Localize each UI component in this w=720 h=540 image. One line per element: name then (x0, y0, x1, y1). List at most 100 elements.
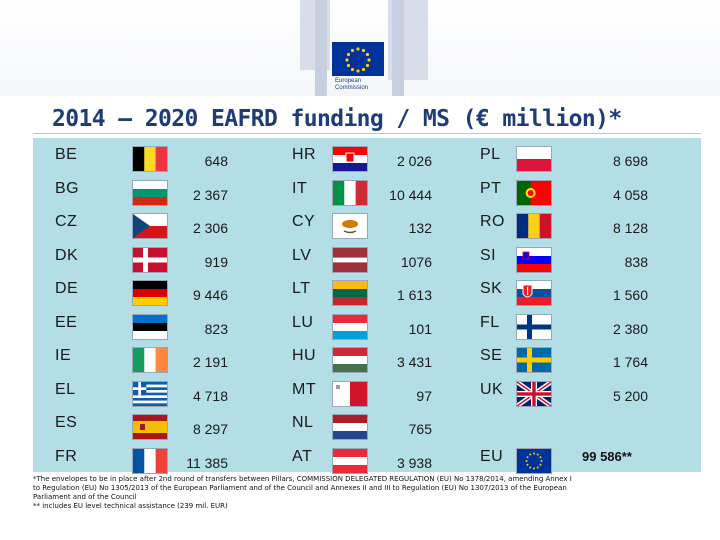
country-code: HU (292, 347, 317, 364)
country-code: MT (292, 380, 317, 398)
header-banner (0, 0, 720, 96)
building-graphic (392, 0, 404, 96)
funding-value: 10 444 (389, 186, 432, 203)
flag-bg-icon (132, 179, 168, 206)
country-code: DE (55, 280, 79, 297)
footnote-line: ** includes EU level technical assistanc… (33, 502, 228, 510)
flag-sk-icon (516, 280, 552, 306)
country-code: RO (480, 213, 505, 230)
page-title: 2014 – 2020 EAFRD funding / MS (€ millio… (52, 106, 622, 132)
flag-cy-icon (332, 213, 368, 239)
logo-line: European (335, 78, 362, 84)
country-code: UK (480, 380, 504, 398)
country-code: ES (55, 414, 78, 431)
country-code: SI (480, 246, 497, 264)
flag-it-icon (332, 179, 368, 206)
country-code: NL (292, 414, 314, 431)
flag-be-icon (132, 146, 168, 172)
country-code: IT (292, 179, 308, 197)
funding-value: 3 431 (396, 354, 432, 370)
flag-ee-icon (132, 313, 168, 340)
country-code: PT (480, 179, 502, 197)
country-code: EU (480, 447, 504, 465)
flag-lu-icon (332, 313, 368, 340)
funding-value: 8 128 (612, 220, 648, 236)
funding-value: 8 698 (612, 153, 648, 169)
flag-se-icon (516, 347, 552, 373)
country-code: SE (480, 347, 503, 364)
flag-eu-icon (516, 447, 552, 474)
flag-fr-icon (132, 447, 168, 474)
country-code: BG (55, 179, 80, 197)
funding-value: 132 (408, 220, 432, 236)
country-code: PL (480, 146, 501, 163)
country-code: BE (55, 146, 78, 163)
country-code: AT (292, 447, 313, 465)
flag-hu-icon (332, 347, 368, 373)
flag-cz-icon (132, 213, 168, 239)
flag-pt-icon (516, 179, 552, 206)
footnote: *The envelopes to be in place after 2nd … (33, 475, 673, 511)
flag-lv-icon (332, 246, 368, 273)
flag-uk-icon (516, 380, 552, 407)
funding-value: 5 200 (612, 387, 648, 404)
footnote-line: to Regulation (EU) No 1305/2013 of the E… (33, 484, 567, 492)
country-code: CY (292, 213, 316, 230)
funding-value: 2 380 (612, 320, 648, 337)
country-code: LU (292, 313, 314, 331)
country-code: IE (55, 347, 72, 364)
funding-value: 2 367 (192, 186, 228, 203)
flag-de-icon (132, 280, 168, 306)
logo-line: Commission (335, 85, 369, 91)
funding-value: 648 (204, 153, 228, 169)
flag-ie-icon (132, 347, 168, 373)
funding-value: 1076 (400, 253, 432, 270)
logo-text: European Commission (335, 78, 368, 92)
country-code: DK (55, 246, 79, 264)
funding-value: 1 560 (612, 287, 648, 303)
funding-value: 4 058 (612, 186, 648, 203)
funding-value: 4 718 (192, 387, 228, 404)
country-code: HR (292, 146, 317, 163)
flag-si-icon (516, 246, 552, 273)
funding-value: 1 613 (396, 287, 432, 303)
country-code: CZ (55, 213, 78, 230)
funding-value: 919 (204, 253, 228, 270)
footnote-line: Parliament and of the Council (33, 493, 137, 501)
country-code: FL (480, 313, 500, 331)
funding-value: 2 191 (192, 354, 228, 370)
country-code: LT (292, 280, 311, 297)
flag-hr-icon (332, 146, 368, 172)
funding-value: 97 (416, 387, 432, 404)
funding-value: 3 938 (396, 454, 432, 471)
flag-es-icon (132, 414, 168, 440)
country-code: SK (480, 280, 503, 297)
country-code: LV (292, 246, 312, 264)
title-divider (33, 133, 701, 134)
flag-ro-icon (516, 213, 552, 239)
flag-pl-icon (516, 146, 552, 172)
flag-at-icon (332, 447, 368, 474)
flag-el-icon (132, 380, 168, 407)
funding-value: 2 306 (192, 220, 228, 236)
funding-value: 11 385 (186, 454, 228, 471)
flag-fi-icon (516, 313, 552, 340)
flag-dk-icon (132, 246, 168, 273)
footnote-line: *The envelopes to be in place after 2nd … (33, 475, 572, 483)
funding-value: 1 764 (612, 354, 648, 370)
building-graphic (315, 0, 327, 96)
funding-value: 9 446 (192, 287, 228, 303)
country-code: FR (55, 447, 78, 465)
funding-value: 8 297 (192, 421, 228, 437)
flag-lt-icon (332, 280, 368, 306)
funding-value: 823 (204, 320, 228, 337)
country-code: EE (55, 313, 78, 331)
european-commission-logo (332, 42, 384, 76)
funding-value: 101 (408, 320, 432, 337)
flag-mt-icon (332, 380, 368, 407)
eu-total-value: 99 586** (582, 449, 632, 464)
funding-value: 765 (408, 421, 432, 437)
funding-value: 2 026 (396, 153, 432, 169)
flag-nl-icon (332, 414, 368, 440)
country-code: EL (55, 380, 76, 398)
